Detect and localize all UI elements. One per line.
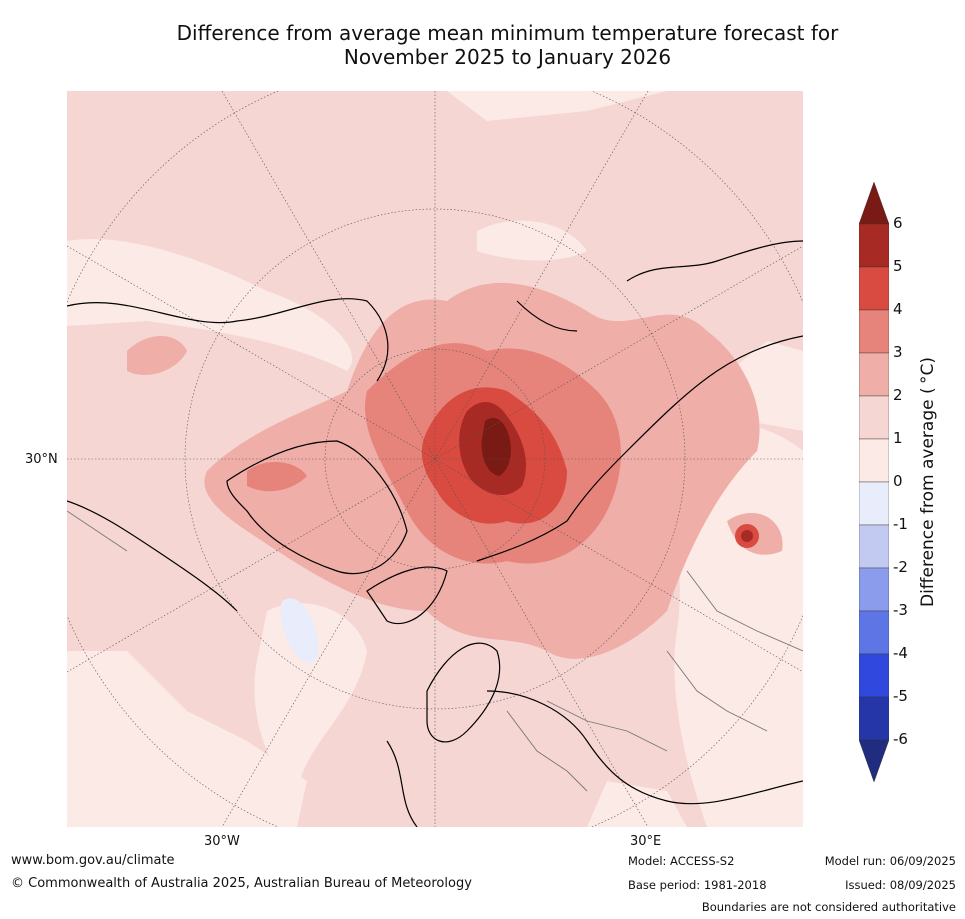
- colorbar-tick-label: -5: [893, 687, 908, 705]
- lon-label-30w: 30°W: [204, 834, 240, 849]
- colorbar-tick-label: 2: [893, 386, 903, 404]
- colorbar-segment: [859, 223, 889, 268]
- colorbar-tick-label: -3: [893, 601, 908, 619]
- colorbar-label: Difference from average ( °C): [918, 356, 938, 608]
- colorbar-segment: [859, 567, 889, 612]
- colorbar-segment: [859, 438, 889, 483]
- colorbar-segment: [859, 610, 889, 655]
- colorbar-segment: [859, 266, 889, 311]
- map-svg: [67, 91, 803, 827]
- colorbar-tick-label: 5: [893, 257, 903, 275]
- footer-copyright: © Commonwealth of Australia 2025, Austra…: [11, 876, 472, 891]
- forecast-map: [67, 91, 803, 827]
- footer-disclaimer: Boundaries are not considered authoritat…: [701, 900, 956, 914]
- colorbar: [859, 182, 889, 782]
- graticule: [67, 91, 803, 827]
- chart-title: Difference from average mean minimum tem…: [50, 21, 965, 69]
- lat-label-30n: 30°N: [25, 452, 58, 467]
- colorbar-tick-label: 6: [893, 214, 903, 232]
- title-line-1: Difference from average mean minimum tem…: [176, 21, 839, 45]
- colorbar-tick-label: -4: [893, 644, 908, 662]
- lon-label-30e: 30°E: [630, 834, 662, 849]
- footer-model-run: Model run: 06/09/2025: [824, 854, 956, 868]
- colorbar-segment: [859, 395, 889, 440]
- colorbar-tick-label: 4: [893, 300, 903, 318]
- colorbar-tick-label: 1: [893, 429, 903, 447]
- footer-base-period: Base period: 1981-2018: [628, 878, 767, 892]
- colorbar-segment: [859, 352, 889, 397]
- colorbar-tick-label: 3: [893, 343, 903, 361]
- colorbar-segment: [859, 696, 889, 741]
- title-line-2: November 2025 to January 2026: [343, 45, 672, 69]
- colorbar-tick-label: 0: [893, 472, 903, 490]
- colorbar-segment: [859, 481, 889, 526]
- footer-issued: Issued: 08/09/2025: [845, 878, 956, 892]
- anomaly-above-6-region: [481, 417, 511, 476]
- footer-model: Model: ACCESS-S2: [628, 854, 735, 868]
- colorbar-segment: [859, 309, 889, 354]
- anomaly-negative-patch: [280, 598, 319, 663]
- colorbar-tick-label: -6: [893, 730, 908, 748]
- colorbar-segment: [859, 524, 889, 569]
- colorbar-extend-high: [859, 182, 889, 225]
- coastlines: [67, 240, 803, 827]
- colorbar-tick-label: -1: [893, 515, 908, 533]
- colorbar-segment: [859, 653, 889, 698]
- boundaries: [67, 510, 803, 792]
- footer-url: www.bom.gov.au/climate: [11, 853, 175, 868]
- colorbar-tick-label: -2: [893, 558, 908, 576]
- colorbar-extend-low: [859, 739, 889, 782]
